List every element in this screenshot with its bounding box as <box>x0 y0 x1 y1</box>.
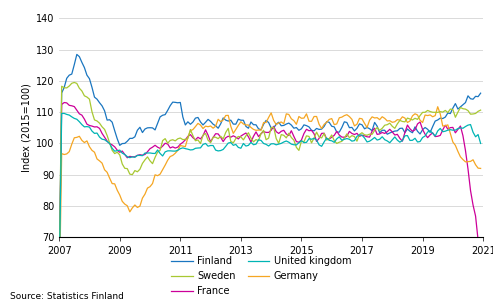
United kingdom <box>478 142 484 145</box>
France <box>56 279 62 282</box>
Germany <box>177 144 183 147</box>
Sweden <box>56 269 62 272</box>
Line: Sweden: Sweden <box>59 82 481 271</box>
Text: Source: Statistics Finland: Source: Statistics Finland <box>10 292 124 301</box>
Germany <box>478 167 484 170</box>
Line: United kingdom: United kingdom <box>59 113 481 285</box>
Finland <box>306 125 312 129</box>
Sweden <box>71 81 77 84</box>
France <box>478 261 484 264</box>
Germany <box>392 120 398 124</box>
Line: Germany: Germany <box>59 107 481 304</box>
Finland <box>56 273 62 277</box>
Legend: Finland, Sweden, France, United kingdom, Germany: Finland, Sweden, France, United kingdom,… <box>171 256 352 296</box>
Germany <box>132 203 138 207</box>
Sweden <box>203 132 209 135</box>
Germany <box>435 105 441 109</box>
Sweden <box>394 122 400 126</box>
United kingdom <box>56 283 62 287</box>
Sweden <box>135 170 141 174</box>
Sweden <box>180 138 186 141</box>
France <box>394 133 400 136</box>
Germany <box>304 112 310 116</box>
Finland <box>135 128 141 132</box>
United kingdom <box>61 112 67 115</box>
Finland <box>203 120 209 124</box>
France <box>180 140 186 144</box>
Finland <box>394 129 400 133</box>
Line: Finland: Finland <box>59 54 481 275</box>
United kingdom <box>298 139 304 143</box>
United kingdom <box>306 137 312 140</box>
Sweden <box>298 139 304 143</box>
United kingdom <box>180 146 186 150</box>
Germany <box>200 127 206 130</box>
France <box>203 128 209 132</box>
France <box>61 101 67 104</box>
United kingdom <box>135 154 141 157</box>
United kingdom <box>394 138 400 142</box>
United kingdom <box>203 142 209 145</box>
Sweden <box>478 108 484 112</box>
Line: France: France <box>59 102 481 281</box>
Finland <box>298 127 304 131</box>
France <box>135 154 141 157</box>
Germany <box>56 303 62 304</box>
France <box>306 129 312 133</box>
Finland <box>478 91 484 95</box>
France <box>298 138 304 142</box>
Germany <box>296 115 302 118</box>
Sweden <box>306 135 312 138</box>
Finland <box>74 53 80 56</box>
Finland <box>180 115 186 119</box>
Y-axis label: Index (2015=100): Index (2015=100) <box>22 83 32 172</box>
